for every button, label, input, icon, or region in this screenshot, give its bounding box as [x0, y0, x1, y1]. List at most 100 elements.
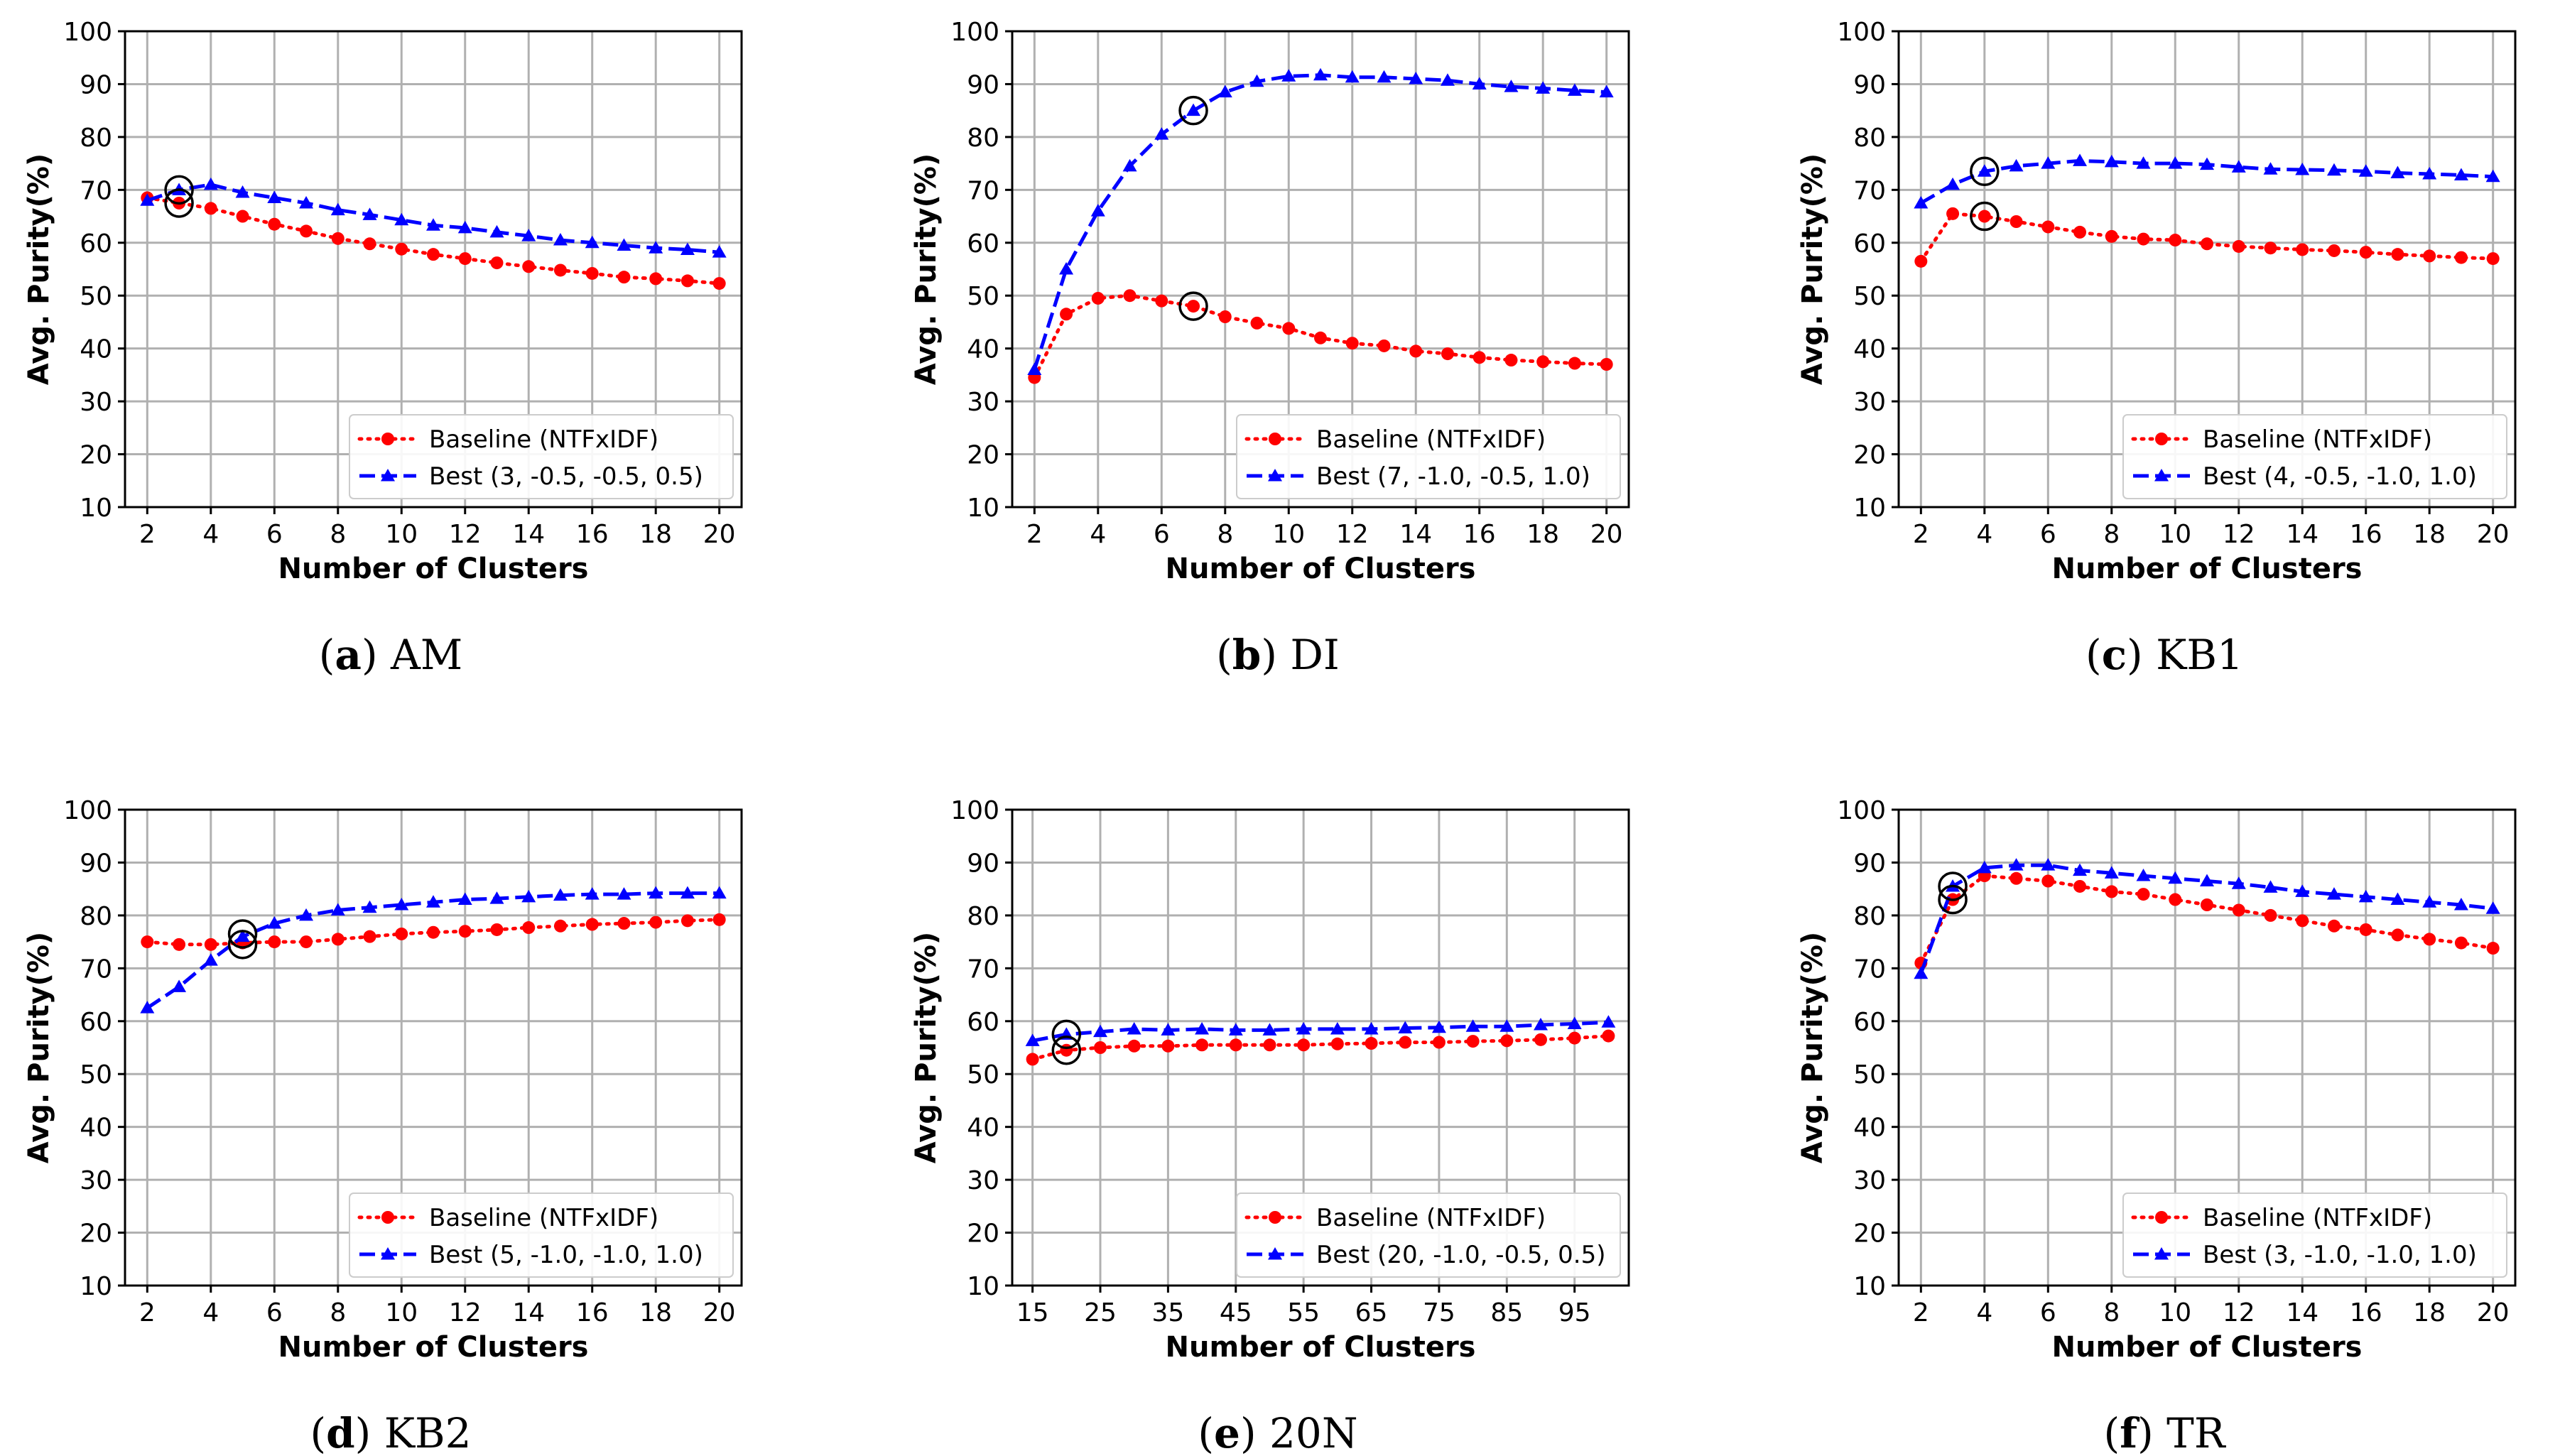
x-tick-label: 12 — [1336, 520, 1369, 549]
y-tick-label: 20 — [967, 441, 999, 470]
y-tick-label: 80 — [967, 124, 999, 153]
caption-paren-open: ( — [2103, 1409, 2120, 1456]
x-tick-label: 8 — [2103, 1298, 2120, 1327]
y-tick-label: 30 — [967, 1166, 999, 1195]
best-point — [1914, 195, 1929, 209]
highlight-circle — [1938, 871, 1968, 901]
caption-name: ) TR — [2137, 1409, 2227, 1456]
baseline-point — [2454, 251, 2468, 264]
best-point — [1195, 1021, 1210, 1035]
x-axis-label: Number of Clusters — [1166, 1331, 1476, 1364]
best-point — [2326, 887, 2341, 900]
baseline-point — [1187, 300, 1200, 313]
x-tick-label: 45 — [1220, 1298, 1252, 1327]
y-tick-label: 80 — [80, 902, 112, 931]
best-point — [1122, 158, 1137, 172]
best-point — [172, 979, 187, 992]
panel-caption: (e) 20N — [1198, 1409, 1357, 1456]
baseline-point — [1568, 1031, 1581, 1045]
baseline-point — [2105, 885, 2118, 898]
baseline-point — [1602, 1029, 1615, 1043]
y-tick-label: 20 — [967, 1219, 999, 1249]
y-tick-label: 100 — [1837, 796, 1886, 825]
best-point — [2073, 863, 2088, 876]
y-tick-label: 70 — [80, 955, 112, 984]
legend-best-marker — [2154, 1247, 2169, 1260]
best-point — [2422, 167, 2437, 180]
x-tick-label: 20 — [703, 520, 736, 549]
x-tick-label: 10 — [2159, 1298, 2191, 1327]
y-tick-label: 10 — [1853, 1272, 1886, 1301]
highlight-circle — [1970, 201, 2000, 232]
baseline-point — [395, 927, 408, 940]
baseline-point — [1409, 344, 1423, 358]
baseline-point — [2327, 919, 2341, 933]
baseline-point — [522, 921, 536, 935]
best-point — [2200, 157, 2214, 170]
x-axis-label: Number of Clusters — [278, 1331, 589, 1364]
best-point — [203, 953, 218, 966]
legend-best-marker — [1268, 469, 1282, 482]
baseline-point — [1504, 354, 1518, 367]
highlight-circle — [227, 919, 258, 949]
highlight-circle — [164, 188, 194, 218]
best-point — [1345, 70, 1360, 83]
panel-caption: (c) KB1 — [2086, 631, 2243, 679]
baseline-point — [712, 277, 726, 290]
baseline-point — [1534, 1033, 1547, 1046]
best-point — [2009, 858, 2024, 871]
y-axis-label: Avg. Purity(%) — [23, 932, 55, 1163]
x-tick-label: 12 — [449, 520, 482, 549]
legend-box — [349, 414, 734, 499]
x-tick-label: 65 — [1355, 1298, 1388, 1327]
x-tick-label: 12 — [449, 1298, 482, 1327]
baseline-point — [1500, 1034, 1514, 1048]
legend-baseline-label: Baseline (NTFxIDF) — [2203, 425, 2432, 454]
y-tick-label: 80 — [1853, 902, 1886, 931]
y-tick-label: 50 — [1853, 282, 1886, 311]
y-tick-label: 60 — [80, 1008, 112, 1037]
x-tick-label: 20 — [2477, 1298, 2510, 1327]
chart-panel-d: 10 20 30 40 50 60 70 80 90 100 2 4 6 8 10 12 14 16 18 20 Num… — [23, 796, 743, 1456]
best-point — [1599, 85, 1614, 98]
baseline-point — [1946, 207, 1960, 220]
y-tick-label: 30 — [967, 388, 999, 417]
baseline-point — [490, 923, 504, 936]
x-tick-label: 10 — [385, 1298, 418, 1327]
best-point — [1946, 177, 1960, 190]
baseline-point — [331, 232, 345, 245]
baseline-point — [1282, 322, 1296, 335]
baseline-point — [1600, 358, 1613, 371]
best-point — [457, 220, 472, 234]
best-point — [1281, 69, 1296, 82]
best-point — [617, 887, 631, 900]
y-tick-label: 40 — [80, 1114, 112, 1143]
y-tick-label: 30 — [1853, 388, 1886, 417]
x-tick-label: 6 — [1154, 520, 1170, 549]
x-tick-label: 16 — [576, 520, 609, 549]
baseline-point — [268, 217, 281, 231]
legend-best-label: Best (3, -0.5, -0.5, 0.5) — [429, 462, 703, 491]
x-tick-label: 6 — [2040, 1298, 2056, 1327]
y-tick-label: 40 — [967, 335, 999, 364]
baseline-point — [1195, 1038, 1209, 1052]
y-tick-label: 70 — [80, 176, 112, 205]
baseline-point — [2391, 928, 2404, 942]
baseline-point — [1263, 1038, 1276, 1052]
best-point — [457, 892, 472, 906]
legend-baseline-marker — [1269, 1211, 1281, 1224]
best-point — [235, 185, 250, 198]
x-tick-label: 25 — [1084, 1298, 1117, 1327]
baseline-point — [649, 916, 663, 929]
x-tick-label: 4 — [1090, 520, 1106, 549]
x-tick-label: 20 — [1590, 520, 1623, 549]
legend-best-marker — [1268, 1247, 1282, 1260]
y-tick-label: 60 — [967, 1008, 999, 1037]
best-point — [2453, 168, 2468, 180]
baseline-point — [1432, 1036, 1446, 1049]
x-tick-label: 8 — [330, 1298, 346, 1327]
x-tick-label: 2 — [1913, 520, 1929, 549]
x-tick-label: 20 — [703, 1298, 736, 1327]
highlight-circle — [1938, 884, 1968, 915]
baseline-point — [2327, 244, 2341, 257]
